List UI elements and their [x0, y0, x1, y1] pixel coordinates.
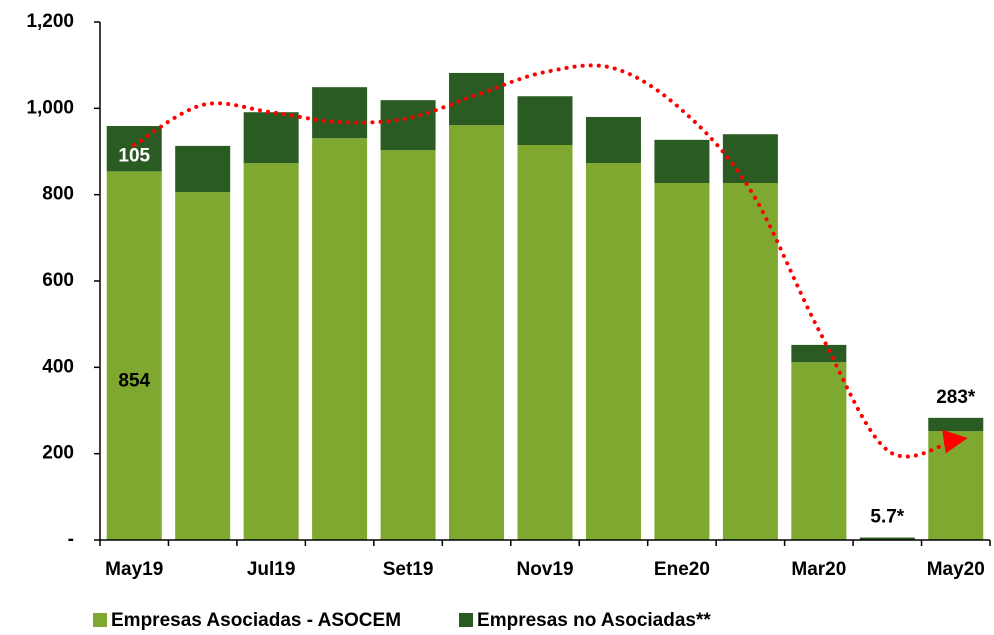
bar-segment [380, 100, 436, 151]
bar-segment [585, 163, 641, 540]
data-label: 5.7* [870, 507, 904, 528]
bar-segment [175, 192, 231, 540]
x-tick-label: May20 [927, 559, 985, 580]
bar-segment [859, 537, 915, 540]
bar-segment [791, 344, 847, 363]
bar-segment [722, 134, 778, 184]
legend-label: Empresas Asociadas - ASOCEM [111, 610, 401, 631]
bar-segment [928, 417, 984, 432]
bar-segment [380, 150, 436, 540]
x-tick-label: May19 [105, 559, 163, 580]
trend-line [132, 63, 968, 459]
x-tick-label: Jul19 [247, 559, 296, 580]
x-tick-label: Mar20 [791, 559, 846, 580]
bar-segment [517, 145, 573, 540]
bar-segment [654, 139, 710, 184]
bar-segment [517, 96, 573, 146]
x-tick-label: Ene20 [654, 559, 710, 580]
bar-segment [312, 138, 368, 540]
legend-swatch [459, 613, 474, 627]
data-label: 105 [118, 146, 150, 167]
legend-label: Empresas no Asociadas** [477, 610, 711, 631]
y-tick-label: - [68, 529, 74, 550]
legend-swatch [93, 613, 107, 627]
bar-segment [106, 126, 162, 172]
y-tick-label: 200 [42, 443, 74, 464]
bar-segment [175, 145, 231, 193]
y-tick-label: 1,200 [26, 11, 74, 32]
y-tick-label: 400 [42, 356, 74, 377]
bar-segment [312, 87, 368, 139]
bar-segment [928, 431, 984, 540]
bar-segment [243, 163, 299, 540]
y-tick-label: 600 [42, 270, 74, 291]
total-label: 283* [936, 387, 976, 408]
bar-segment [243, 112, 299, 164]
bar-segment [106, 171, 162, 540]
bar-segment [654, 183, 710, 541]
data-label: 854 [118, 370, 150, 391]
y-tick-label: 1,000 [26, 97, 74, 118]
x-tick-label: Set19 [383, 559, 434, 580]
y-tick-label: 800 [42, 184, 74, 205]
bar-segment [791, 362, 847, 540]
bar-segment [722, 183, 778, 541]
bar-segment [585, 116, 641, 164]
x-tick-label: Nov19 [516, 559, 573, 580]
bar-segment [449, 125, 505, 540]
bar-segment [449, 72, 505, 126]
